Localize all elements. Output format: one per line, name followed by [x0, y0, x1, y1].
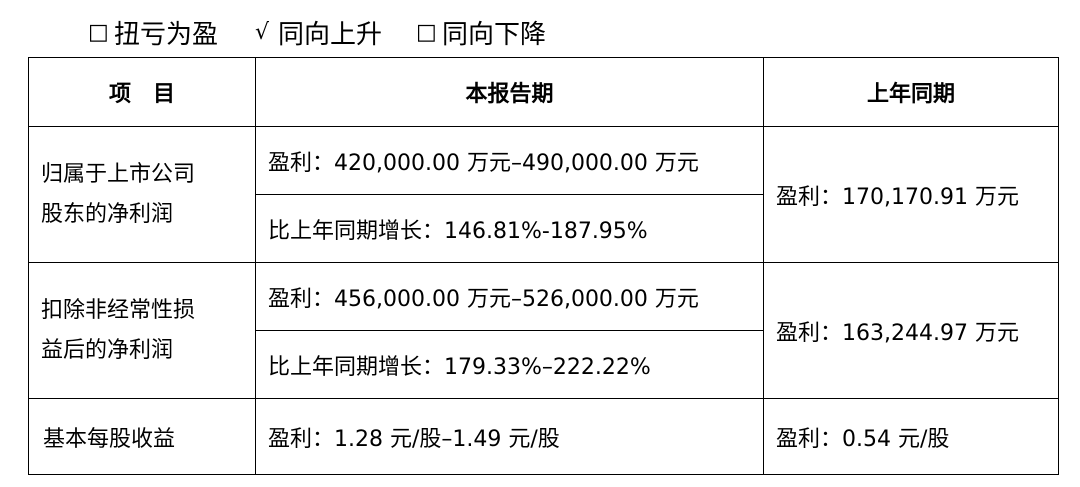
current-eps-range: 盈利：1.28 元/股–1.49 元/股 [255, 398, 764, 475]
current-growth-range: 比上年同期增长：179.33%–222.22% [255, 330, 764, 399]
current-profit-range: 盈利：420,000.00 万元–490,000.00 万元 [255, 126, 764, 195]
option-turnaround[interactable]: □ 扭亏为盈 [88, 14, 218, 51]
unchecked-box-icon: □ [88, 19, 109, 45]
table-row: 扣除非经常性损 益后的净利润 盈利：456,000.00 万元–526,000.… [28, 262, 1059, 399]
option-label: 同向下降 [442, 19, 547, 50]
header-prior-period: 上年同期 [763, 57, 1059, 127]
table-row: 比上年同期增长：146.81%-187.95% [29, 194, 1059, 263]
option-increase[interactable]: √ 同向上升 [252, 14, 382, 51]
option-label: 同向上升 [278, 19, 383, 50]
unchecked-box-icon: □ [416, 19, 437, 45]
current-growth-range: 比上年同期增长：146.81%-187.95% [255, 194, 764, 263]
earnings-forecast-table: 项 目 本报告期 上年同期 归属于上市公司 股东的净利润 盈利：420,000.… [28, 57, 1059, 475]
current-profit-range: 盈利：456,000.00 万元–526,000.00 万元 [255, 262, 764, 331]
table-row: 归属于上市公司 股东的净利润 盈利：420,000.00 万元–490,000.… [28, 126, 1059, 263]
header-current-period: 本报告期 [255, 57, 764, 127]
item-net-profit-deducted: 扣除非经常性损 益后的净利润 [28, 262, 256, 399]
item-basic-eps: 基本每股收益 [28, 398, 256, 475]
item-net-profit-attributable: 归属于上市公司 股东的净利润 [28, 126, 256, 263]
prior-profit: 盈利：163,244.97 万元 [763, 262, 1059, 399]
header-item: 项 目 [28, 57, 256, 127]
table-row: 基本每股收益 盈利：1.28 元/股–1.49 元/股 盈利：0.54 元/股 [28, 398, 1059, 475]
header-row: 项 目 本报告期 上年同期 [28, 57, 1059, 127]
prior-eps: 盈利：0.54 元/股 [763, 398, 1059, 475]
option-decrease[interactable]: □ 同向下降 [416, 14, 546, 51]
prior-profit: 盈利：170,170.91 万元 [763, 126, 1059, 263]
option-label: 扭亏为盈 [114, 19, 219, 50]
checkmark-icon: √ [255, 19, 270, 45]
forecast-type-options: □ 扭亏为盈 √ 同向上升 □ 同向下降 [88, 12, 580, 52]
table-row: 比上年同期增长：179.33%–222.22% [29, 330, 1059, 399]
